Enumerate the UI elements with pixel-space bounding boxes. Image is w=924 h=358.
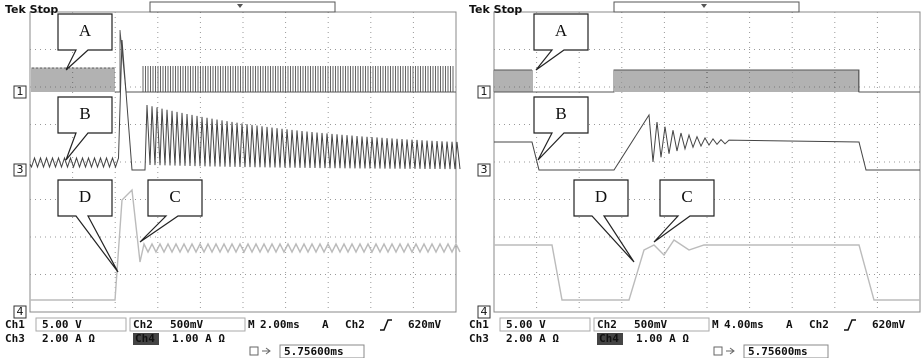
callout-label: A xyxy=(555,21,568,40)
readout-text: Ch4 xyxy=(599,332,619,345)
header: Tek Stop xyxy=(5,3,58,16)
trigger-slope xyxy=(844,320,856,330)
readout-text: Ch3 xyxy=(469,332,489,345)
readout-text: 4.00ms xyxy=(724,318,764,331)
trigger-marker xyxy=(237,4,243,8)
readout-text: Ch2 xyxy=(597,318,617,331)
readout-text: Ch2 xyxy=(133,318,153,331)
readout-text: 620mV xyxy=(872,318,905,331)
header: Tek Stop xyxy=(469,3,522,16)
trigger-bar xyxy=(150,2,335,12)
readout-text: Ch2 xyxy=(809,318,829,331)
readout-text: 2.00 A Ω xyxy=(506,332,559,345)
readout-text: 1.00 A Ω xyxy=(172,332,225,345)
channel-marker-label: 1 xyxy=(481,85,488,98)
readout-text: Ch3 xyxy=(5,332,25,345)
readout-text: 2.00 A Ω xyxy=(42,332,95,345)
readout-text: 620mV xyxy=(408,318,441,331)
readout-text: M xyxy=(248,318,255,331)
readout-text: Ch4 xyxy=(135,332,155,345)
channel-marker-label: 4 xyxy=(481,305,488,318)
readout-text: A xyxy=(322,318,329,331)
channel-marker-label: 3 xyxy=(17,163,24,176)
callout-label: A xyxy=(79,21,92,40)
scope-screenshots: Tek Stop 1 3 4 A B D C Ch1 5.00 V Ch2 500mV M 2.00ms A… xyxy=(0,0,924,358)
readout-text: 5.00 V xyxy=(506,318,546,331)
callout-label: C xyxy=(169,187,180,206)
callout-label: D xyxy=(595,187,607,206)
readout-text: 5.75600ms xyxy=(748,345,808,358)
callout-label: D xyxy=(79,187,91,206)
callout-label: B xyxy=(79,104,90,123)
readout-text: 2.00ms xyxy=(260,318,300,331)
scope-panel: Tek Stop 1 3 4 A B D C Ch1 5.00 V Ch2 500mV M 4.00ms A… xyxy=(469,2,920,358)
readout-text: 5.75600ms xyxy=(284,345,344,358)
channel-marker-label: 4 xyxy=(17,305,24,318)
readout-text: 500mV xyxy=(634,318,667,331)
readout-text: Ch1 xyxy=(5,318,25,331)
readout-text: Ch2 xyxy=(345,318,365,331)
readout-text: A xyxy=(786,318,793,331)
readout-text: M xyxy=(712,318,719,331)
readout-text: 5.00 V xyxy=(42,318,82,331)
channel-marker-label: 3 xyxy=(481,163,488,176)
callout-label: B xyxy=(555,104,566,123)
callout-label: C xyxy=(681,187,692,206)
trigger-pos-icon xyxy=(714,347,734,355)
trigger-slope xyxy=(380,320,392,330)
readout-text: Ch1 xyxy=(469,318,489,331)
channel-marker-label: 1 xyxy=(17,85,24,98)
readout-text: 500mV xyxy=(170,318,203,331)
trigger-bar xyxy=(614,2,799,12)
trigger-pos-icon xyxy=(250,347,270,355)
readout-text: 1.00 A Ω xyxy=(636,332,689,345)
trigger-marker xyxy=(701,4,707,8)
scope-panel: Tek Stop 1 3 4 A B D C Ch1 5.00 V Ch2 500mV M 2.00ms A… xyxy=(5,2,460,358)
